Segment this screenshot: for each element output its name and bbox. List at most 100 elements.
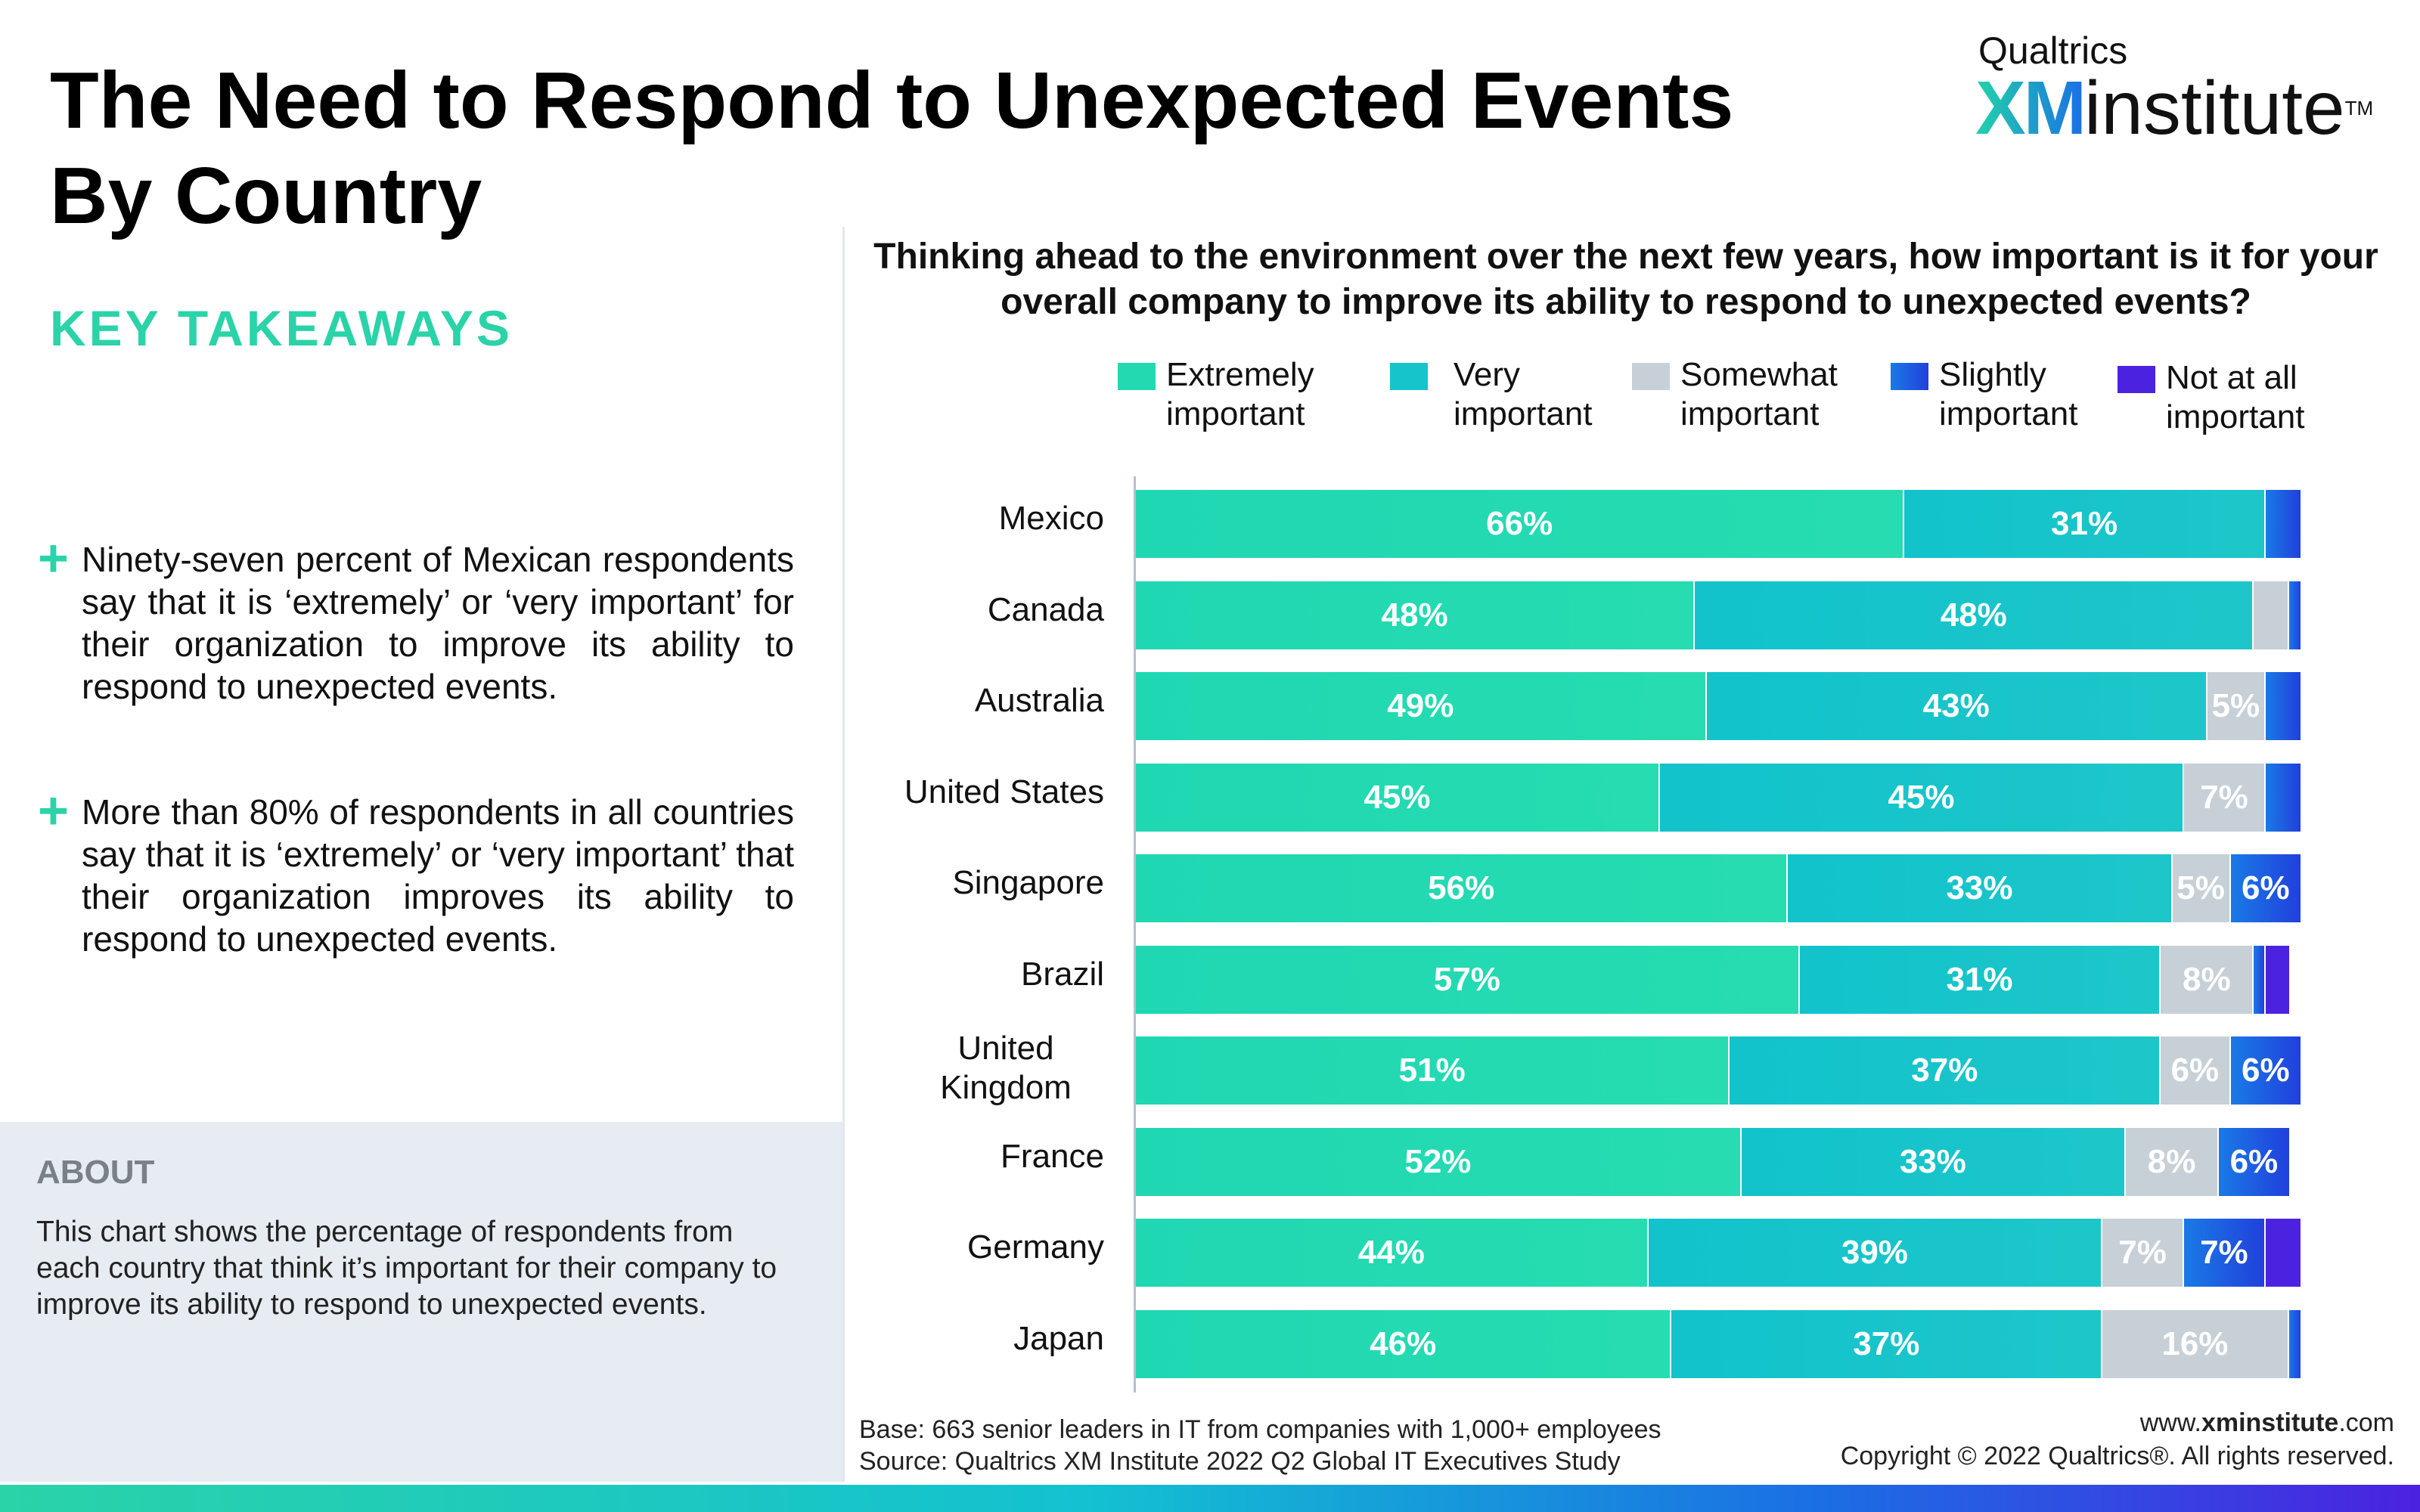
category-label: Brazil bbox=[1020, 955, 1104, 993]
bar-segment: 48% bbox=[1136, 581, 1696, 649]
bar-segment: 7% bbox=[2102, 1219, 2184, 1287]
bar-segment: 6% bbox=[2230, 854, 2301, 922]
data-label: 37% bbox=[1911, 1052, 1978, 1089]
legend-swatch bbox=[1891, 363, 1928, 390]
bar-segment: 44% bbox=[1136, 1219, 1649, 1287]
legend-label: Very important bbox=[1454, 356, 1593, 432]
legend-item: Slightly important bbox=[1891, 355, 2121, 434]
data-label: 48% bbox=[1940, 596, 2007, 634]
data-label: 44% bbox=[1357, 1234, 1425, 1271]
data-label: 16% bbox=[2161, 1325, 2229, 1362]
bar-row: 52% 33% 8% 6% bbox=[1136, 1127, 2289, 1196]
website-domain: xminstitute bbox=[2201, 1408, 2339, 1437]
data-label: 66% bbox=[1486, 505, 1553, 542]
data-label: 51% bbox=[1398, 1052, 1466, 1089]
data-label: 46% bbox=[1370, 1325, 1437, 1362]
bar-segment: 52% bbox=[1136, 1127, 1742, 1196]
bar-segment: 46% bbox=[1136, 1309, 1672, 1378]
takeaway-text: Ninety-seven percent of Mexican responde… bbox=[82, 540, 794, 706]
legend-swatch bbox=[1632, 363, 1670, 390]
legend-label: Not at all important bbox=[2166, 359, 2305, 435]
website-suffix: .com bbox=[2338, 1408, 2394, 1437]
bar-segment: 66% bbox=[1136, 490, 1905, 558]
category-label-line: Kingdom bbox=[940, 1069, 1072, 1106]
plus-icon: + bbox=[38, 528, 69, 587]
data-label: 56% bbox=[1428, 869, 1495, 906]
legend-item: Extremely important bbox=[1118, 355, 1348, 434]
category-label: France bbox=[1001, 1137, 1104, 1175]
bar-segment: 5% bbox=[2172, 854, 2231, 922]
bar-segment: 39% bbox=[1648, 1219, 2103, 1287]
bar-segment: 37% bbox=[1730, 1036, 2161, 1105]
data-label: 31% bbox=[1946, 960, 2013, 998]
bar-segment: 56% bbox=[1136, 854, 1789, 922]
copyright-text: Copyright © 2022 Qualtrics®. All rights … bbox=[1840, 1442, 2394, 1470]
bar-row: 51% 37% 6% 6% bbox=[1136, 1036, 2301, 1105]
bar-segment: 8% bbox=[2161, 945, 2254, 1014]
xm-logo-text: XM bbox=[1975, 66, 2086, 150]
data-label: 5% bbox=[2211, 687, 2260, 724]
bar-row: 48% 48% bbox=[1136, 581, 2301, 649]
category-axis-line bbox=[1134, 476, 1136, 1393]
data-label: 45% bbox=[1888, 778, 1955, 816]
data-label: 45% bbox=[1364, 778, 1431, 816]
bar-segment: 51% bbox=[1136, 1036, 1730, 1105]
category-label: United Kingdom bbox=[930, 1029, 1081, 1108]
data-label: 43% bbox=[1922, 687, 1990, 724]
data-label: 7% bbox=[2200, 1234, 2248, 1271]
bar-segment: 57% bbox=[1136, 945, 1800, 1014]
bar-segment: 33% bbox=[1741, 1127, 2126, 1196]
bar-segment bbox=[2265, 763, 2301, 832]
stacked-bar-chart: Mexico 66% 31% Canada 48% 48% Australia 49% 43% 5… bbox=[870, 469, 2382, 1399]
category-label: Germany bbox=[967, 1228, 1104, 1266]
bar-segment bbox=[2254, 581, 2289, 649]
bar-row: 57% 31% 8% bbox=[1136, 945, 2289, 1014]
qualtrics-wordmark: Qualtrics bbox=[1978, 29, 2128, 72]
bar-segment: 43% bbox=[1706, 672, 2207, 740]
key-takeaways-heading: KEY TAKEAWAYS bbox=[50, 300, 513, 356]
website-link[interactable]: www.xminstitute.com bbox=[1841, 1406, 2394, 1439]
website-prefix: www. bbox=[2139, 1408, 2201, 1437]
data-label: 33% bbox=[1946, 869, 2013, 906]
bar-segment: 37% bbox=[1671, 1309, 2103, 1378]
about-panel: ABOUT This chart shows the percentage of… bbox=[0, 1122, 842, 1482]
bar-row: 45% 45% 7% bbox=[1136, 763, 2301, 832]
category-label-line: United bbox=[957, 1030, 1054, 1067]
legend-item: Very important bbox=[1390, 355, 1635, 434]
bar-row: 46% 37% 16% bbox=[1136, 1309, 2301, 1378]
xm-institute-logo: XMinstituteTM bbox=[1975, 67, 2373, 150]
source-note: Source: Qualtrics XM Institute 2022 Q2 G… bbox=[859, 1447, 1621, 1476]
about-heading: ABOUT bbox=[36, 1154, 155, 1191]
takeaway-text: More than 80% of respondents in all coun… bbox=[82, 792, 794, 959]
category-label: Singapore bbox=[952, 864, 1104, 901]
data-label: 8% bbox=[2147, 1142, 2196, 1180]
panel-divider bbox=[842, 227, 845, 1482]
bar-segment: 33% bbox=[1788, 854, 2173, 922]
brand-gradient-band bbox=[0, 1485, 2420, 1512]
takeaway-item: + More than 80% of respondents in all co… bbox=[38, 781, 794, 960]
data-label: 37% bbox=[1853, 1325, 1920, 1362]
plus-icon: + bbox=[38, 781, 69, 840]
data-label: 52% bbox=[1404, 1142, 1472, 1180]
bar-segment: 5% bbox=[2207, 672, 2266, 740]
data-label: 5% bbox=[2176, 869, 2225, 906]
data-label: 7% bbox=[2200, 778, 2248, 816]
data-label: 6% bbox=[2170, 1052, 2220, 1089]
institute-logo-text: institute bbox=[2084, 66, 2345, 150]
base-note: Base: 663 senior leaders in IT from comp… bbox=[859, 1415, 1661, 1444]
legend-swatch bbox=[1118, 363, 1156, 390]
data-label: 6% bbox=[2241, 869, 2290, 906]
category-label: Mexico bbox=[998, 500, 1104, 537]
bar-segment bbox=[2265, 490, 2301, 558]
bar-segment: 45% bbox=[1660, 763, 2184, 832]
chart-title: Thinking ahead to the environment over t… bbox=[873, 237, 2378, 322]
category-label: Australia bbox=[974, 682, 1104, 719]
legend-label: Somewhat important bbox=[1680, 356, 1838, 432]
takeaway-item: + Ninety-seven percent of Mexican respon… bbox=[38, 528, 794, 708]
bar-segment bbox=[2265, 672, 2301, 740]
data-label: 6% bbox=[2241, 1052, 2290, 1089]
legend-item: Somewhat important bbox=[1632, 355, 1862, 434]
data-label: 48% bbox=[1381, 596, 1448, 634]
legend-label: Slightly important bbox=[1939, 356, 2078, 432]
data-label: 49% bbox=[1387, 687, 1454, 724]
